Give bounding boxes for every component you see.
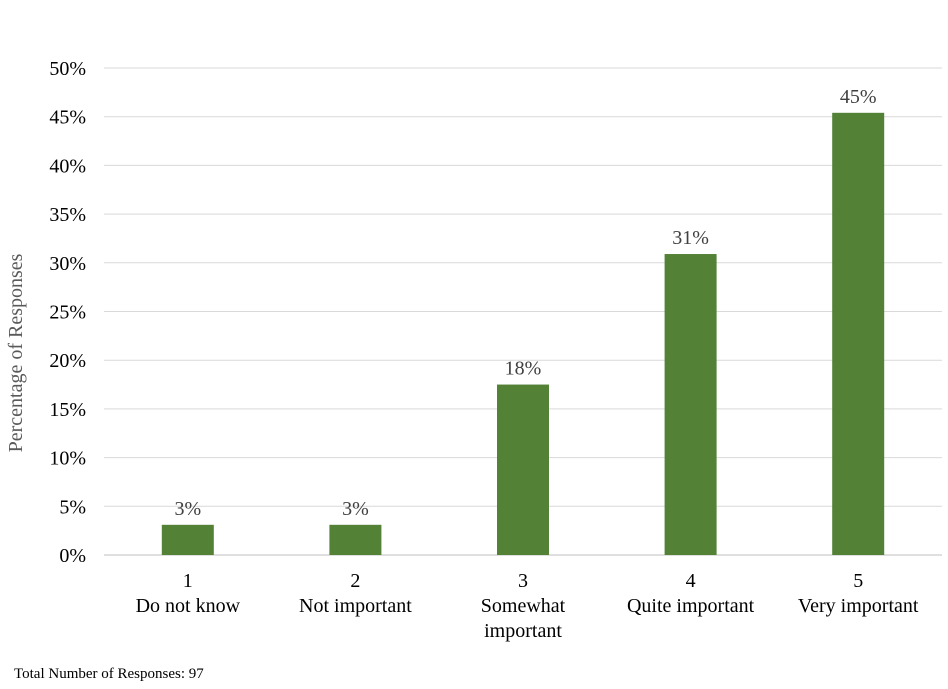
bar-data-label: 31% <box>672 227 709 249</box>
y-axis-ticks: 0% 5% 10% 15% 20% 25% 30% 35% 40% 45% 50% <box>49 58 86 567</box>
x-category-label: 4 Quite important <box>627 570 755 617</box>
y-tick-label: 25% <box>49 302 86 324</box>
y-tick-label: 0% <box>59 545 86 567</box>
x-category-label: 5 Very important <box>798 570 919 617</box>
x-category-label-line: important <box>484 620 562 642</box>
bar <box>161 524 214 555</box>
x-category-label-line: Do not know <box>136 595 241 617</box>
bar-data-label: 3% <box>342 498 369 520</box>
y-tick-label: 10% <box>49 448 86 470</box>
x-category-label: 3 Somewhat important <box>481 570 566 642</box>
x-category-label-line: Not important <box>299 595 412 617</box>
x-category-label-line: 2 <box>350 570 360 592</box>
y-axis-title: Percentage of Responses <box>5 253 27 452</box>
x-category-label: 1 Do not know <box>136 570 241 617</box>
bar-data-label: 18% <box>505 358 542 380</box>
y-tick-label: 5% <box>59 496 86 518</box>
x-category-label-line: 5 <box>853 570 863 592</box>
x-category-label-line: 1 <box>183 570 193 592</box>
category-labels: 1 Do not know 2 Not important 3 Somewhat impor… <box>136 570 919 642</box>
bars <box>161 112 885 555</box>
bar <box>664 254 717 555</box>
bar <box>497 384 549 555</box>
x-category-label-line: 4 <box>686 570 696 592</box>
y-tick-label: 15% <box>49 399 86 421</box>
x-category-label-line: 3 <box>518 570 528 592</box>
y-tick-label: 40% <box>49 155 86 177</box>
x-category-label-line: Quite important <box>627 595 755 617</box>
gridlines <box>104 67 942 556</box>
bar-data-label: 45% <box>840 86 877 108</box>
data-labels: 3% 3% 18% 31% 45% <box>174 86 876 520</box>
y-tick-label: 30% <box>49 253 86 275</box>
bar-data-label: 3% <box>174 498 201 520</box>
y-tick-label: 45% <box>49 107 86 129</box>
x-category-label-line: Somewhat <box>481 595 566 617</box>
bar <box>329 524 382 555</box>
y-tick-label: 50% <box>49 58 86 80</box>
y-tick-label: 35% <box>49 204 86 226</box>
y-tick-label: 20% <box>49 350 86 372</box>
x-category-label: 2 Not important <box>299 570 412 617</box>
total-responses-note: Total Number of Responses: 97 <box>14 666 204 682</box>
x-category-label-line: Very important <box>798 595 919 617</box>
bar <box>832 112 885 555</box>
